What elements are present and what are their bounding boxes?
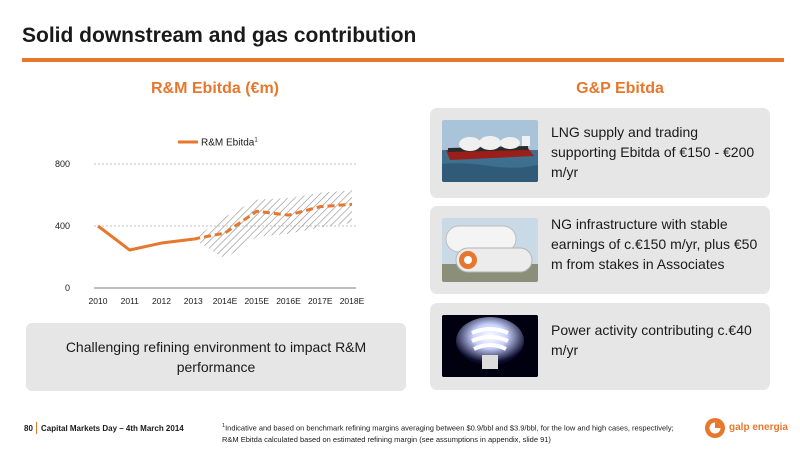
chart-grid [94, 163, 356, 289]
refining-callout: Challenging refining environment to impa… [26, 323, 406, 391]
slide-title: Solid downstream and gas contribution [22, 24, 417, 47]
x-tick-label: 2011 [121, 296, 140, 306]
power-card-text: Power activity contributing c.€40 m/yr [551, 322, 752, 358]
x-tick-label: 2012 [152, 296, 171, 306]
range-band [193, 190, 352, 259]
event-label: Capital Markets Day – 4th March 2014 [41, 424, 184, 433]
legend-superscript: 1 [254, 138, 258, 144]
ng-infrastructure-card: NG infrastructure with stable earnings o… [430, 206, 770, 294]
y-axis: 0 400 800 [55, 159, 70, 293]
callout-text: Challenging refining environment to impa… [65, 339, 367, 375]
y-tick-label: 400 [55, 221, 70, 231]
refining-margin-range-band [193, 190, 352, 259]
rm-ebitda-heading: R&M Ebitda (€m) [151, 80, 279, 97]
gp-ebitda-heading: G&P Ebitda [576, 80, 664, 97]
footer-separator [36, 422, 37, 434]
logo-text: galp energia [729, 422, 788, 433]
page-number: 80 [24, 424, 33, 433]
galp-logo-icon [705, 418, 725, 438]
title-divider [22, 58, 784, 62]
x-tick-label: 2016E [276, 296, 301, 306]
footnote: 1Indicative and based on benchmark refin… [222, 421, 692, 445]
power-card: Power activity contributing c.€40 m/yr [430, 303, 770, 390]
footnote-text: Indicative and based on benchmark refini… [222, 423, 674, 444]
light-bulb-image [442, 315, 538, 377]
lng-tanker-ship-image [442, 120, 538, 182]
ng-card-text: NG infrastructure with stable earnings o… [551, 216, 758, 272]
x-tick-label: 2014E [213, 296, 238, 306]
series-line-actual [97, 224, 194, 252]
x-tick-label: 2013 [184, 296, 203, 306]
galp-energia-logo: galp energia [704, 417, 788, 439]
x-tick-label: 2010 [89, 296, 108, 306]
lng-card-text: LNG supply and trading supporting Ebitda… [551, 124, 755, 180]
x-tick-label: 2018E [340, 296, 365, 306]
y-tick-label: 0 [65, 283, 70, 293]
gas-storage-tanks-image [442, 218, 538, 282]
series-line-estimate [192, 202, 353, 241]
x-axis: 2010 2011 2012 2013 2014E 2015E 2016E 2017E 2018… [89, 296, 365, 306]
x-tick-label: 2017E [308, 296, 333, 306]
chart-legend: R&M Ebitda1 [178, 138, 258, 149]
lng-card: LNG supply and trading supporting Ebitda… [430, 108, 770, 198]
y-tick-label: 800 [55, 159, 70, 169]
footnote-marker: 1 [222, 423, 226, 429]
legend-series-name: R&M Ebitda [201, 138, 255, 149]
x-tick-label: 2015E [244, 296, 269, 306]
rm-ebitda-chart: R&M Ebitda1 0 400 800 2010 2011 2012 2013 2014… [55, 138, 365, 307]
legend-label: R&M Ebitda1 [201, 138, 258, 149]
chart-series [97, 202, 353, 252]
